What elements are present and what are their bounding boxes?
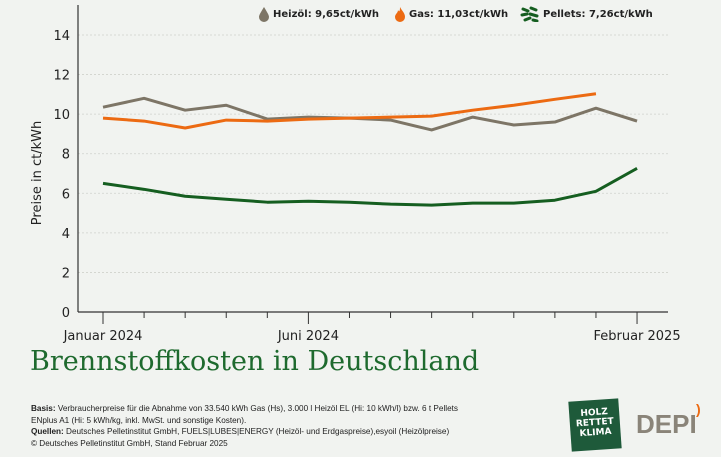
legend-label: Pellets: 7,26ct/kWh [543, 8, 653, 20]
page-title: Brennstoffkosten in Deutschland [30, 346, 480, 377]
y-tick-label: 0 [62, 306, 70, 321]
footnotes: Basis: Verbraucherpreise für die Abnahme… [31, 403, 458, 449]
oil-drop-icon [259, 7, 269, 22]
holz-rettet-klima-logo: HOLZ RETTET KLIMA [568, 398, 622, 452]
x-tick-label: Juni 2024 [277, 329, 339, 344]
line-chart: Preise in ct/kWh 0 2 4 6 8 10 12 14 Januar 2024 J… [30, 5, 681, 344]
y-axis-label: Preise in ct/kWh [30, 121, 45, 225]
depi-logo: DEPI) [636, 401, 701, 439]
y-tick-label: 12 [53, 69, 70, 84]
x-tick-label: Januar 2024 [63, 329, 143, 344]
sources-text: Deutsches Pelletinstitut GmbH, FUELS|LUB… [63, 427, 450, 436]
y-tick-label: 4 [62, 227, 70, 242]
basis-text: Verbraucherpreise für die Abnahme von 33… [55, 404, 459, 413]
y-tick-label: 8 [62, 148, 70, 163]
y-tick-label: 2 [62, 266, 70, 281]
basis-label: Basis: [31, 404, 56, 413]
legend-label: Gas: 11,03ct/kWh [409, 8, 509, 20]
series-line-pellets [102, 167, 638, 207]
basis-text-2: ENplus A1 (Hi: 5 kWh/kg, inkl. MwSt. und… [31, 415, 247, 425]
x-tick-label: Februar 2025 [593, 329, 680, 344]
y-tick-label: 10 [53, 108, 70, 123]
legend-gas: Gas: 11,03ct/kWh [394, 6, 508, 22]
legend-heizoel: Heizöl: 9,65ct/kWh [258, 6, 379, 22]
series-line-gas [102, 92, 597, 130]
sources-label: Quellen: [31, 427, 64, 436]
legend-label: Heizöl: 9,65ct/kWh [273, 8, 380, 20]
pellets-icon [520, 6, 539, 22]
y-tick-label: 6 [62, 187, 70, 202]
flame-icon [395, 7, 405, 22]
copyright: © Deutsches Pelletinstitut GmbH, Stand F… [31, 438, 228, 448]
legend-pellets: Pellets: 7,26ct/kWh [520, 6, 653, 22]
y-tick-label: 14 [53, 29, 70, 44]
